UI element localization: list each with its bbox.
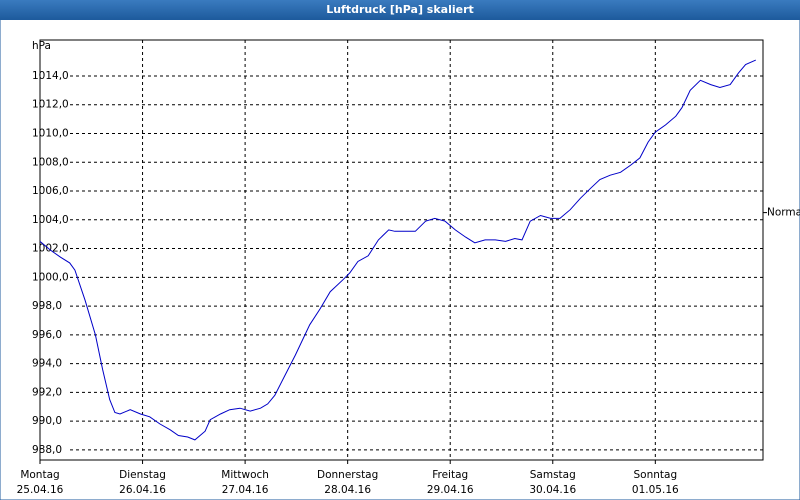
y-tick-label: 1002,0 (32, 243, 69, 255)
y-tick-label: 994,0 (32, 358, 62, 370)
x-tick-label: Samstag (530, 469, 576, 481)
x-tick-sublabel: 26.04.16 (119, 484, 166, 496)
chart-title: Luftdruck [hPa] skaliert (326, 3, 474, 16)
y-tick-label: 998,0 (32, 300, 62, 312)
x-tick-label: Freitag (432, 469, 468, 481)
x-tick-label: Donnerstag (317, 469, 378, 481)
y-tick-label: 1006,0 (32, 185, 69, 197)
x-tick-sublabel: 25.04.16 (17, 484, 64, 496)
y-tick-label: 990,0 (32, 415, 62, 427)
y-tick-label: 992,0 (32, 386, 62, 398)
x-tick-sublabel: 01.05.16 (632, 484, 679, 496)
y-tick-label: 988,0 (32, 444, 62, 456)
x-tick-sublabel: 30.04.16 (529, 484, 576, 496)
y-unit: hPa (32, 40, 51, 52)
y-tick-label: 1008,0 (32, 156, 69, 168)
y-tick-label: 1010,0 (32, 127, 69, 139)
y-tick-label: 1004,0 (32, 214, 69, 226)
title-bar (0, 0, 800, 20)
y-tick-label: 1014,0 (32, 70, 69, 82)
y-tick-label: 1012,0 (32, 99, 69, 111)
x-tick-sublabel: 27.04.16 (222, 484, 269, 496)
x-tick-label: Mittwoch (221, 469, 269, 481)
x-tick-label: Sonntag (634, 469, 678, 481)
y-tick-label: 1000,0 (32, 271, 69, 283)
pressure-line (39, 59, 756, 441)
x-tick-label: Montag (20, 469, 59, 481)
x-tick-sublabel: 29.04.16 (427, 484, 474, 496)
x-tick-label: Dienstag (119, 469, 166, 481)
reference-label: Normal (767, 207, 800, 219)
y-tick-label: 996,0 (32, 329, 62, 341)
x-tick-sublabel: 28.04.16 (324, 484, 371, 496)
